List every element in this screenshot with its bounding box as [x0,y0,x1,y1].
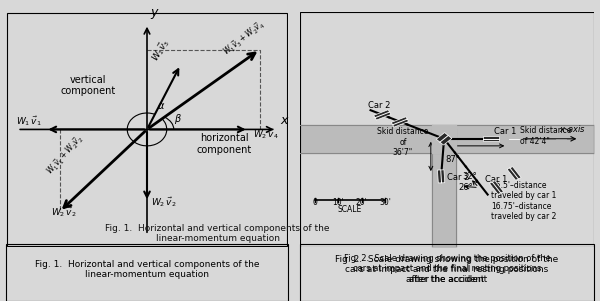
Text: $\beta$: $\beta$ [174,112,182,126]
Polygon shape [374,110,391,120]
Text: $W_1\,\vec{v}_1$: $W_1\,\vec{v}_1$ [16,115,41,128]
Text: Skid distance
of 42'4": Skid distance of 42'4" [521,126,572,145]
Text: 25.5'–distance
traveled by car 1
16.75'–distance
traveled by car 2: 25.5'–distance traveled by car 1 16.75'–… [491,181,556,221]
Polygon shape [490,181,503,194]
Text: 30': 30' [379,197,391,206]
Text: 87°: 87° [446,155,460,164]
Text: $W_1\vec{v}_3$: $W_1\vec{v}_3$ [148,36,173,64]
Text: vertical
component: vertical component [60,75,115,96]
Text: Fig. 2.  Scale drawing showing the position of the
cars at impact and the final : Fig. 2. Scale drawing showing the positi… [335,255,559,284]
Text: $W_2\,\vec{v}_4$: $W_2\,\vec{v}_4$ [253,128,278,141]
Text: Fig. 1.  Horizontal and vertical components of the
linear-momentum equation: Fig. 1. Horizontal and vertical componen… [35,260,259,279]
Text: $\alpha$: $\alpha$ [157,101,165,111]
Polygon shape [391,117,409,127]
Text: $x$-axis: $x$-axis [559,123,586,134]
Text: 0: 0 [312,197,317,206]
Text: 32°: 32° [463,172,478,181]
Text: Car 1: Car 1 [485,175,507,184]
Text: $W_2\,\vec{v}_2$: $W_2\,\vec{v}_2$ [51,205,77,219]
Text: 10': 10' [332,197,344,206]
Polygon shape [507,166,521,180]
Polygon shape [483,136,499,141]
Text: Car 1: Car 1 [494,127,517,136]
Polygon shape [436,133,452,145]
Text: Fig. 2.  Scale drawing showing the position of the
cars at impact and the final : Fig. 2. Scale drawing showing the positi… [344,254,550,284]
Text: $W_1\vec{v}_3+W_2\vec{v}_4$: $W_1\vec{v}_3+W_2\vec{v}_4$ [220,18,268,59]
Text: SCALE: SCALE [338,205,362,214]
Text: Skid distance
of
36'7": Skid distance of 36'7" [377,127,428,157]
Text: Car 2: Car 2 [368,101,390,110]
Text: $W_2\,\vec{v}_2$: $W_2\,\vec{v}_2$ [151,196,176,209]
Text: Car 2: Car 2 [447,173,469,182]
Text: $y$: $y$ [150,8,160,21]
Text: $W_1\vec{v}_1+W_2\vec{v}_2$: $W_1\vec{v}_1+W_2\vec{v}_2$ [44,132,86,178]
Polygon shape [437,170,445,183]
Text: 20': 20' [356,197,368,206]
Text: horizontal
component: horizontal component [197,133,252,155]
Text: $x$: $x$ [280,114,289,127]
Text: 26°: 26° [458,183,473,192]
Text: Fig. 1.  Horizontal and vertical components of the
linear-momentum equation: Fig. 1. Horizontal and vertical componen… [105,224,330,243]
